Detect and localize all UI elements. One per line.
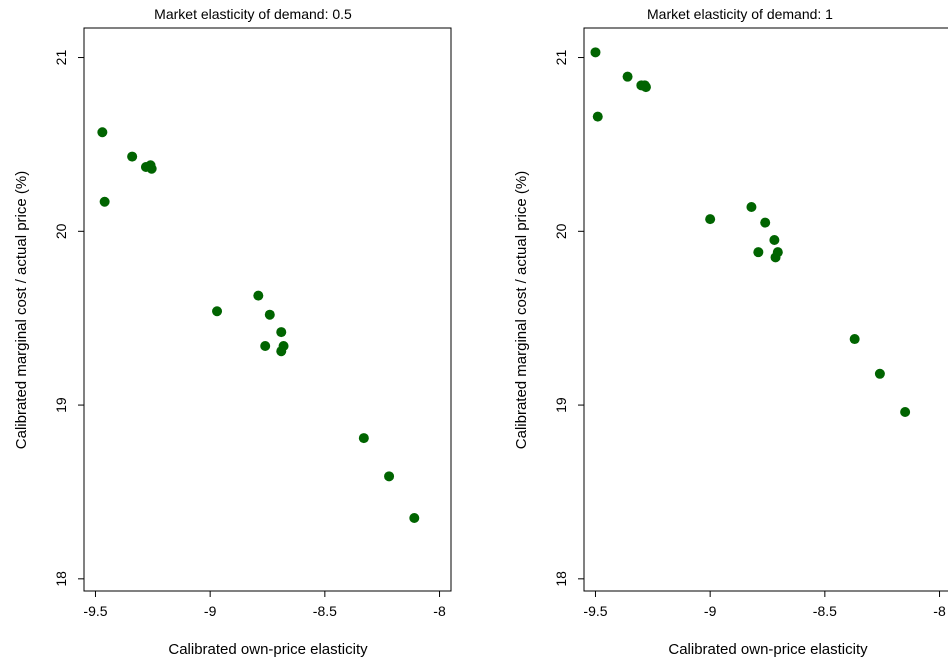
y-axis-label-right: Calibrated marginal cost / actual price … xyxy=(513,171,530,449)
x-tick-label-right-0: -9.5 xyxy=(583,603,607,619)
x-tick-label-right-3: -8 xyxy=(933,603,946,619)
y-tick-label-right-0: 18 xyxy=(553,571,569,587)
data-point-right-14 xyxy=(875,369,885,379)
x-tick-label-left-3: -8 xyxy=(433,603,446,619)
data-point-right-15 xyxy=(900,407,910,417)
y-tick-label-left-1: 19 xyxy=(53,397,69,413)
data-point-right-1 xyxy=(593,112,603,122)
data-point-left-6 xyxy=(212,306,222,316)
chart-title-left: Market elasticity of demand: 0.5 xyxy=(154,6,352,22)
x-axis-label-right: Calibrated own-price elasticity xyxy=(668,641,868,658)
data-point-left-8 xyxy=(265,310,275,320)
y-tick-label-right-3: 21 xyxy=(553,50,569,66)
data-point-left-9 xyxy=(276,327,286,337)
data-point-left-13 xyxy=(359,433,369,443)
chart-title-right: Market elasticity of demand: 1 xyxy=(647,6,833,22)
data-point-right-12 xyxy=(771,252,781,262)
data-point-left-5 xyxy=(147,164,157,174)
data-point-left-2 xyxy=(127,152,137,162)
data-point-right-9 xyxy=(769,235,779,245)
x-tick-label-left-0: -9.5 xyxy=(83,603,107,619)
data-point-left-7 xyxy=(253,291,263,301)
data-point-right-0 xyxy=(590,47,600,57)
data-point-right-10 xyxy=(753,247,763,257)
chart-panel-right: Market elasticity of demand: 1 -9.5 -9 -8.… xyxy=(513,6,948,658)
x-tick-label-right-2: -8.5 xyxy=(813,603,837,619)
y-axis-label-left: Calibrated marginal cost / actual price … xyxy=(13,171,30,449)
y-tick-label-right-2: 20 xyxy=(553,223,569,239)
data-point-left-12 xyxy=(276,346,286,356)
y-tick-label-right-1: 19 xyxy=(553,397,569,413)
tick-group-right: -9.5 -9 -8.5 -8 18 19 20 21 xyxy=(553,50,946,619)
data-point-right-13 xyxy=(850,334,860,344)
y-tick-label-left-3: 21 xyxy=(53,50,69,66)
data-point-right-7 xyxy=(746,202,756,212)
plot-frame-right xyxy=(584,28,948,591)
data-point-right-6 xyxy=(705,214,715,224)
x-tick-label-left-1: -9 xyxy=(204,603,217,619)
data-point-left-10 xyxy=(260,341,270,351)
data-point-left-1 xyxy=(100,197,110,207)
y-tick-label-left-2: 20 xyxy=(53,223,69,239)
data-point-right-8 xyxy=(760,218,770,228)
chart-panel-left: Market elasticity of demand: 0.5 -9.5 -9-… xyxy=(13,6,451,658)
data-point-left-0 xyxy=(97,127,107,137)
data-point-left-14 xyxy=(384,471,394,481)
data-point-right-2 xyxy=(623,72,633,82)
x-tick-label-left-2: -8.5 xyxy=(313,603,337,619)
y-tick-label-left-0: 18 xyxy=(53,571,69,587)
points-group-left xyxy=(97,127,419,523)
x-axis-label-left: Calibrated own-price elasticity xyxy=(168,641,368,658)
tick-group-left: -9.5 -9 -8.5 -8 18 19 20 21 xyxy=(53,50,446,619)
data-point-right-5 xyxy=(641,82,651,92)
points-group-right xyxy=(590,47,910,417)
plot-frame-left xyxy=(84,28,451,591)
data-point-left-15 xyxy=(409,513,419,523)
x-tick-label-right-1: -9 xyxy=(704,603,717,619)
